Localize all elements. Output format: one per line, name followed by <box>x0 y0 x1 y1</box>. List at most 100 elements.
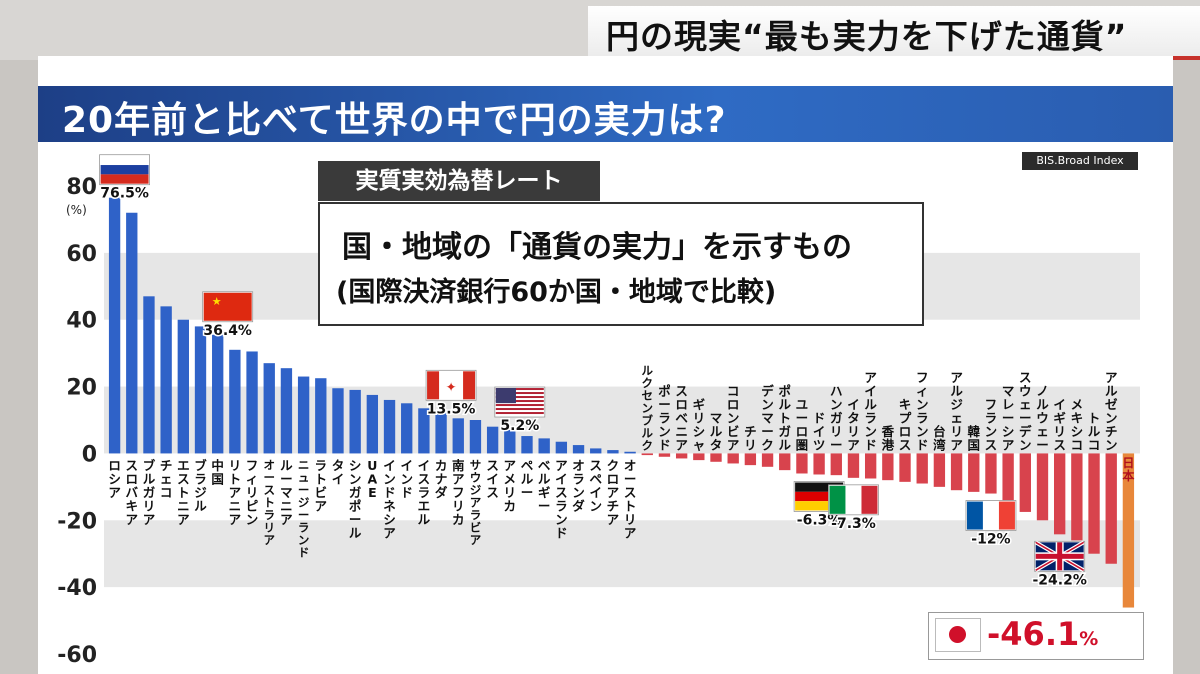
bar <box>126 212 138 454</box>
category-label: アイルランド <box>864 370 877 453</box>
category-label: フィンランド <box>916 370 929 453</box>
bar <box>1122 453 1135 608</box>
bar <box>401 403 413 454</box>
category-label: マルタ <box>710 410 723 452</box>
category-label: ルーマニア <box>280 458 293 527</box>
flag-stripe <box>982 501 999 530</box>
category-label: ルクセンブルク <box>642 363 654 452</box>
category-label: スウェーデン <box>1019 370 1032 453</box>
bar <box>418 408 430 454</box>
japan-value: -46.1% <box>987 615 1098 653</box>
flag-stripe <box>495 412 544 415</box>
value-label: -7.3% <box>831 516 876 532</box>
japan-value-unit: % <box>1079 628 1099 650</box>
category-label: ユーロ圏 <box>796 397 809 453</box>
bar <box>521 436 533 454</box>
flag-canton <box>495 388 516 404</box>
bar <box>555 441 568 454</box>
flag-stripe <box>495 404 544 407</box>
flag-stripe <box>427 371 440 400</box>
category-label: ブラジル <box>194 458 207 514</box>
bar <box>572 445 585 454</box>
flag-stripe <box>495 400 544 403</box>
callout-line-1: 国・地域の「通貨の実力」を示すもの <box>342 230 852 265</box>
category-label: アルゼンチン <box>1105 370 1118 453</box>
category-label: オーストリア <box>624 458 637 541</box>
bar <box>1054 453 1066 535</box>
category-label: ブルガリア <box>143 458 156 527</box>
flag-stripe <box>998 501 1015 530</box>
flag-stripe <box>463 371 476 400</box>
bar <box>452 418 464 454</box>
bar <box>590 448 602 454</box>
value-label: -6.3% <box>797 512 842 528</box>
japan-value-number: -46.1 <box>987 615 1080 653</box>
flag-stripe <box>861 485 878 514</box>
category-label: イタリア <box>847 397 860 453</box>
japan-flag-icon <box>935 618 981 652</box>
category-label: ギリシャ <box>693 397 706 453</box>
bar <box>194 326 207 454</box>
category-label: 台湾 <box>933 424 946 453</box>
flag-stripe <box>495 392 544 395</box>
category-label: アイスランド <box>555 458 568 541</box>
category-label: デンマーク <box>761 383 774 452</box>
category-label: エストニア <box>177 458 190 527</box>
category-label: アメリカ <box>504 458 517 514</box>
category-label: 韓国 <box>968 424 981 453</box>
category-label: ペルー <box>521 458 534 500</box>
category-label: リトアニア <box>229 458 242 527</box>
bar <box>435 413 447 454</box>
bar <box>761 453 774 467</box>
category-label: タイ <box>332 458 345 487</box>
bar <box>744 453 757 466</box>
bar <box>641 453 653 456</box>
category-label: フランス <box>985 397 998 453</box>
banner-text: 円の現実“最も実力を下げた通貨” <box>606 17 1128 56</box>
category-label: ポーランド <box>658 383 671 452</box>
category-label: ハンガリー <box>830 383 843 452</box>
y-tick-label: -60 <box>57 643 97 668</box>
category-label: インド <box>400 458 413 500</box>
flag-stripe <box>495 388 544 391</box>
bar <box>297 376 310 454</box>
flag-stripe <box>845 485 862 514</box>
flag-field <box>203 292 252 321</box>
flag-leaf: ✦ <box>446 380 457 395</box>
value-label: 13.5% <box>427 401 476 417</box>
bar <box>813 453 825 475</box>
bar <box>624 451 636 454</box>
category-label: ニュージーランド <box>298 458 310 560</box>
flag-cross <box>1035 553 1084 559</box>
grid-band <box>104 386 1140 454</box>
value-label: 76.5% <box>100 186 149 202</box>
flag-stripe <box>966 501 983 530</box>
category-label: シンガポール <box>349 458 362 541</box>
bar <box>796 453 808 474</box>
bar <box>366 394 379 454</box>
value-label: 36.4% <box>203 323 252 339</box>
bar <box>212 334 224 454</box>
callout-tag: 実質実効為替レート <box>318 161 600 201</box>
bar <box>882 453 894 481</box>
flag-stripe <box>100 174 149 184</box>
category-label: メキシコ <box>1071 397 1084 453</box>
bar <box>727 453 739 464</box>
category-label: イスラエル <box>418 458 431 527</box>
y-tick-label: 0 <box>82 442 97 467</box>
flag-stripe <box>495 396 544 399</box>
category-label: スペイン <box>589 458 602 514</box>
category-label: ノルウェー <box>1036 383 1049 452</box>
callout-box: 国・地域の「通貨の実力」を示すもの (国際決済銀行60か国・地域で比較) <box>318 202 924 326</box>
bar <box>263 363 275 454</box>
bar <box>933 453 946 487</box>
bar <box>985 453 997 494</box>
y-tick-label: 60 <box>66 242 97 267</box>
chart-title: 20年前と比べて世界の中で円の実力は? <box>62 100 727 141</box>
flag-star: ★ <box>212 295 222 308</box>
bar <box>280 368 293 454</box>
bar <box>1071 453 1083 541</box>
bar <box>143 296 155 454</box>
category-label: ロシア <box>108 458 121 500</box>
